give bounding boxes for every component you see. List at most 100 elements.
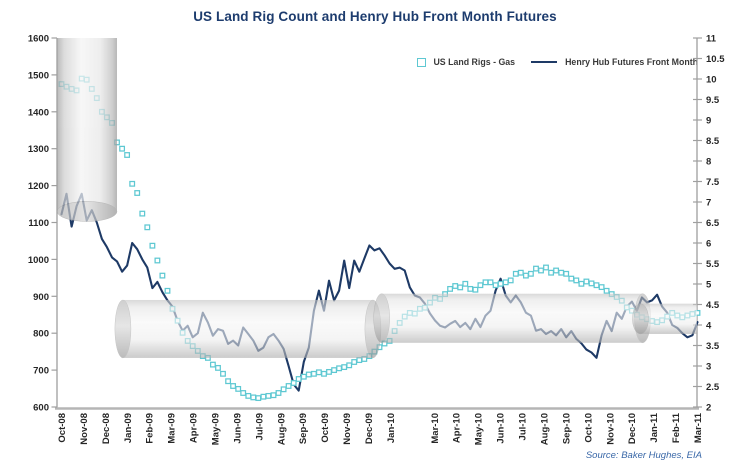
- x-axis-tick-label: May-10: [474, 413, 485, 445]
- rig-marker: [588, 280, 595, 287]
- x-axis-tick-label: Aug-09: [276, 413, 287, 445]
- rig-marker: [568, 275, 575, 282]
- rig-marker: [285, 383, 292, 389]
- x-axis-tick-label: Jun-09: [232, 413, 243, 444]
- right-axis-tick-label: 4.5: [706, 300, 720, 311]
- axes: 1600 1500 1400 1300 1200 1100 1000 900 800 700 600…: [28, 34, 725, 446]
- rig-marker: [159, 272, 166, 279]
- rig-marker: [220, 370, 226, 377]
- rig-marker: [522, 272, 529, 279]
- x-axis-tick-label: Feb-09: [145, 413, 156, 444]
- legend-square-marker-icon: [417, 57, 427, 67]
- left-axis-tick-label: 700: [33, 366, 49, 377]
- right-axis-tick-label: 7.5: [706, 177, 720, 188]
- rig-marker: [230, 383, 237, 389]
- left-axis-tick-label: 1100: [28, 218, 49, 229]
- rig-marker: [356, 357, 363, 364]
- rig-marker: [603, 287, 610, 294]
- rig-marker: [583, 278, 590, 285]
- x-axis-tick-label: Mar-09: [167, 413, 178, 444]
- rig-marker: [265, 392, 272, 399]
- x-axis-tick-label: Dec-09: [364, 413, 375, 444]
- rig-marker: [336, 365, 343, 372]
- rig-marker: [346, 362, 353, 369]
- x-axis-tick-label: Oct-08: [57, 413, 68, 443]
- rig-marker: [300, 373, 307, 380]
- x-axis-tick-label: Sep-10: [561, 413, 572, 444]
- x-axis-tick-label: May-09: [211, 413, 222, 445]
- cylinder-decoration: [373, 293, 651, 344]
- right-axis-tick-label: 3: [706, 362, 711, 373]
- rig-marker: [492, 282, 499, 289]
- rig-marker: [452, 283, 459, 289]
- rig-marker: [139, 210, 146, 217]
- cylinder-decoration: [114, 299, 382, 359]
- rig-marker: [270, 392, 277, 399]
- rig-marker: [129, 180, 136, 187]
- x-axis-tick-label: Dec-10: [627, 413, 638, 444]
- x-axis-tick-label: Apr-09: [189, 413, 200, 443]
- rig-marker: [462, 280, 469, 287]
- rig-marker: [482, 279, 489, 286]
- x-axis-tick-label: Mar-10: [430, 413, 441, 444]
- rig-marker: [527, 270, 534, 277]
- rig-marker: [255, 395, 262, 402]
- source-credit: Source: Baker Hughes, EIA: [585, 450, 702, 461]
- x-axis-tick-label: Jan-10: [386, 413, 397, 443]
- rig-marker: [558, 269, 565, 276]
- right-axis-tick-label: 9.5: [706, 95, 720, 106]
- rig-marker: [154, 257, 161, 264]
- x-axis-tick-label: Jun-10: [496, 413, 507, 444]
- right-axis-tick-label: 2.5: [706, 382, 720, 393]
- rig-marker: [331, 367, 338, 374]
- x-axis-tick-label: Nov-08: [79, 413, 90, 445]
- left-axis-tick-label: 1600: [28, 34, 49, 45]
- x-axis-tick-label: Mar-11: [693, 412, 704, 443]
- x-axis-tick-label: Jul-09: [254, 413, 265, 440]
- rig-marker: [543, 264, 549, 271]
- legend-label-rigs: US Land Rigs - Gas: [433, 57, 516, 67]
- right-axis-tick-label: 8.5: [706, 136, 720, 147]
- rig-marker: [533, 265, 539, 272]
- left-axis-tick-label: 1300: [28, 144, 49, 155]
- cylinder-decoration: [632, 303, 697, 335]
- rig-marker: [280, 386, 287, 393]
- right-axis-tick-label: 6: [706, 239, 711, 250]
- rig-marker: [215, 364, 221, 371]
- rig-marker: [598, 284, 605, 291]
- rig-marker: [447, 285, 454, 292]
- rig-marker: [573, 277, 580, 284]
- x-axis-tick-label: Jan-09: [123, 413, 134, 443]
- rig-marker: [144, 224, 151, 231]
- chart-title: US Land Rig Count and Henry Hub Front Mo…: [193, 9, 557, 24]
- rig-marker: [487, 279, 494, 286]
- legend: US Land Rigs - Gas Henry Hub Futures Fro…: [417, 57, 698, 67]
- x-axis-tick-label: Jul-10: [518, 413, 529, 440]
- rig-marker: [164, 287, 171, 294]
- rig-marker: [235, 385, 242, 392]
- rig-marker: [563, 270, 570, 277]
- right-axis-tick-label: 5.5: [706, 259, 720, 270]
- right-axis-tick-label: 9: [706, 116, 711, 127]
- rig-marker: [497, 280, 504, 287]
- right-axis-tick-label: 7: [706, 198, 711, 209]
- rig-marker: [134, 190, 141, 196]
- x-axis-tick-label: Oct-09: [320, 413, 331, 443]
- x-axis-tick-label: Feb-11: [671, 412, 682, 443]
- right-axis-tick-label: 10.5: [706, 54, 725, 65]
- rig-marker: [326, 368, 332, 375]
- rig-marker: [310, 370, 317, 377]
- rig-marker: [502, 279, 509, 286]
- rig-marker: [315, 369, 322, 376]
- left-axis-tick-label: 600: [33, 403, 49, 414]
- rig-marker: [305, 371, 312, 378]
- rig-marker: [512, 270, 519, 277]
- x-axis-tick-label: Nov-09: [342, 413, 353, 445]
- left-axis-tick-label: 1400: [28, 107, 49, 118]
- x-axis-tick-label: Dec-08: [101, 413, 112, 444]
- rig-marker: [538, 267, 544, 274]
- right-axis-tick-label: 11: [706, 34, 717, 45]
- rig-marker: [593, 282, 600, 289]
